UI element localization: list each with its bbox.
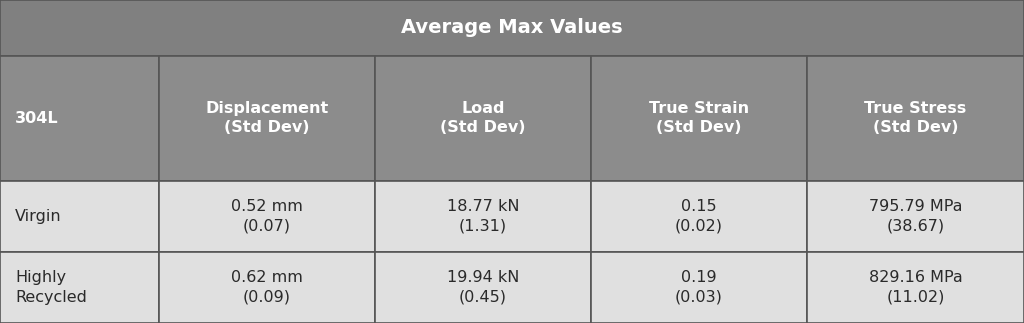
- Bar: [159, 181, 375, 252]
- Text: 0.15
(0.02): 0.15 (0.02): [675, 199, 723, 234]
- Text: 18.77 kN
(1.31): 18.77 kN (1.31): [446, 199, 519, 234]
- Text: Highly
Recycled: Highly Recycled: [15, 270, 87, 305]
- Text: 19.94 kN
(0.45): 19.94 kN (0.45): [446, 270, 519, 305]
- Bar: [591, 181, 807, 252]
- Text: Average Max Values: Average Max Values: [401, 18, 623, 37]
- Bar: [807, 252, 1024, 323]
- Bar: [807, 56, 1024, 181]
- Text: 0.19
(0.03): 0.19 (0.03): [675, 270, 723, 305]
- Text: 0.62 mm
(0.09): 0.62 mm (0.09): [230, 270, 303, 305]
- Bar: [0, 0, 1024, 56]
- Bar: [159, 252, 375, 323]
- Text: Displacement
(Std Dev): Displacement (Std Dev): [205, 101, 329, 135]
- Bar: [0, 181, 159, 252]
- Bar: [591, 56, 807, 181]
- Text: True Stress
(Std Dev): True Stress (Std Dev): [864, 101, 967, 135]
- Bar: [0, 252, 159, 323]
- Bar: [0, 56, 159, 181]
- Text: 304L: 304L: [15, 111, 59, 126]
- Bar: [591, 252, 807, 323]
- Text: 0.52 mm
(0.07): 0.52 mm (0.07): [230, 199, 303, 234]
- Bar: [159, 56, 375, 181]
- Bar: [807, 181, 1024, 252]
- Text: True Strain
(Std Dev): True Strain (Std Dev): [649, 101, 749, 135]
- Text: Virgin: Virgin: [15, 209, 62, 224]
- Bar: [375, 181, 591, 252]
- Bar: [375, 252, 591, 323]
- Bar: [375, 56, 591, 181]
- Text: 795.79 MPa
(38.67): 795.79 MPa (38.67): [868, 199, 963, 234]
- Text: Load
(Std Dev): Load (Std Dev): [440, 101, 525, 135]
- Text: 829.16 MPa
(11.02): 829.16 MPa (11.02): [868, 270, 963, 305]
